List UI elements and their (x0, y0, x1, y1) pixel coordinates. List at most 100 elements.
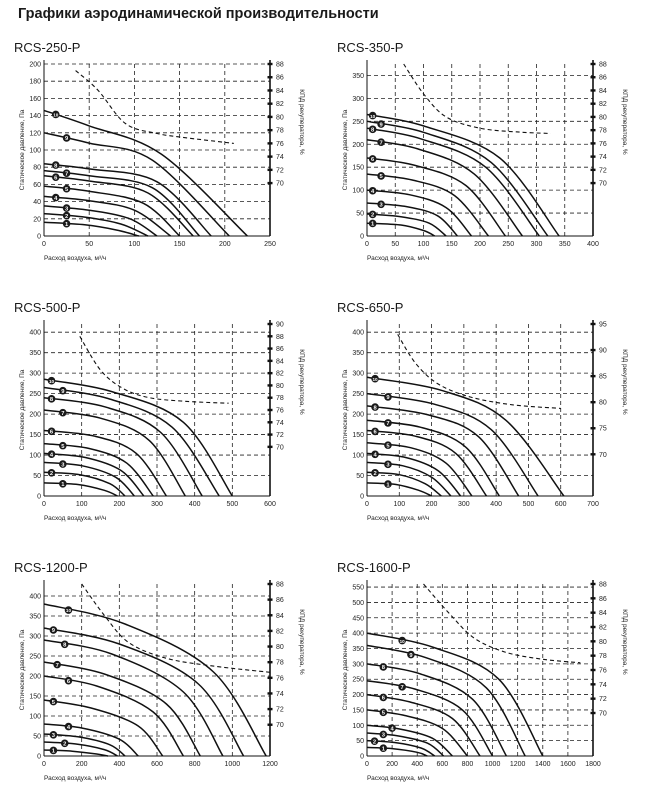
x-tick-label: 1000 (485, 761, 501, 768)
y-tick-label: 250 (352, 119, 364, 126)
y2-tick-label: 80 (276, 644, 284, 651)
curve-marker (368, 111, 377, 120)
x-tick-label: 400 (113, 761, 125, 768)
pressure-curve-1 (43, 221, 140, 237)
x-tick-label: 0 (42, 761, 46, 768)
y-tick-label: 50 (356, 473, 364, 480)
curve-marker (368, 210, 377, 219)
pressure-curve-5 (366, 442, 473, 497)
y-axis-label: Статическое давление, Па (342, 629, 349, 710)
pressure-curve-5 (43, 699, 164, 757)
x-tick-label: 0 (365, 241, 369, 248)
y2-tick-label: 80 (599, 639, 607, 646)
curve-marker-label: 8 (63, 642, 67, 648)
y2-tick-mark (267, 660, 273, 664)
y2-tick-mark (267, 707, 273, 711)
pressure-curve-4 (366, 189, 473, 237)
y-tick-label: 150 (352, 432, 364, 439)
pressure-curve-10 (43, 378, 233, 497)
y2-tick-label: 76 (276, 675, 284, 682)
y2-tick-mark (267, 142, 273, 145)
curve-marker-label: 6 (382, 696, 386, 702)
curve-marker-label: 10 (400, 639, 406, 644)
curve-marker (59, 460, 67, 468)
y2-axis-label: КПД рекуператора, % (621, 609, 628, 675)
pressure-curve-8 (43, 396, 203, 497)
curve-marker-label: 2 (50, 471, 53, 477)
curve-marker (379, 730, 388, 739)
y-tick-label: 450 (352, 615, 364, 622)
pressure-curve-10 (43, 603, 267, 757)
y-tick-label: 300 (29, 634, 41, 641)
chart-rcs-500-p: RCS-500-P 0 100 200 300 400 500 600 0 50 100 150 20… (14, 300, 334, 550)
y2-tick-mark (267, 181, 273, 185)
y2-tick-mark (267, 629, 273, 633)
y2-tick-mark (267, 645, 273, 648)
curve-marker-label: 4 (390, 726, 394, 732)
curve-marker-label: 2 (373, 471, 376, 477)
x-tick-label: 50 (85, 241, 93, 248)
y2-tick-mark (267, 128, 273, 132)
curve-marker-label: 9 (409, 653, 413, 659)
y2-tick-label: 88 (599, 62, 607, 69)
curve-marker (377, 120, 385, 128)
y2-tick-label: 84 (599, 610, 607, 617)
curve-marker-label: 10 (370, 114, 376, 119)
chart-title: RCS-650-P (337, 300, 404, 315)
chart-rcs-350-p: RCS-350-P 0 50 100 150 200 250 300 350 400 0 50 100… (337, 40, 649, 290)
y2-tick-mark (590, 697, 596, 700)
y2-tick-mark (590, 427, 596, 430)
curve-marker (64, 722, 73, 731)
curve-marker (47, 427, 56, 436)
x-tick-label: 0 (42, 501, 46, 508)
x-tick-label: 300 (151, 501, 163, 508)
y-tick-label: 200 (29, 674, 41, 681)
x-tick-label: 400 (189, 501, 201, 508)
curve-marker (371, 427, 379, 436)
y-tick-label: 250 (352, 677, 364, 684)
curve-marker-label: 1 (382, 746, 386, 752)
y2-tick-label: 74 (599, 154, 607, 161)
pressure-curve-2 (43, 471, 126, 497)
y-tick-label: 150 (29, 694, 41, 701)
y2-tick-label: 76 (599, 141, 607, 148)
pressure-curve-8 (43, 639, 224, 757)
y-tick-label: 350 (352, 73, 364, 80)
x-axis-label: Расход воздуха, м³/ч (44, 255, 106, 262)
pressure-curve-9 (366, 120, 549, 237)
x-tick-label: 150 (174, 241, 186, 248)
y2-tick-mark (267, 371, 273, 375)
curve-marker-label: 7 (61, 411, 64, 417)
chart-title: RCS-250-P (14, 40, 81, 55)
pressure-curve-7 (366, 138, 523, 237)
pressure-curve-1 (366, 482, 432, 497)
curve-marker-label: 6 (50, 430, 54, 436)
y-tick-label: 100 (29, 453, 41, 460)
y2-tick-label: 74 (276, 420, 284, 427)
curve-marker (371, 403, 379, 411)
x-tick-label: 200 (219, 241, 231, 248)
y2-tick-label: 75 (599, 426, 607, 433)
pressure-curve-3 (43, 733, 126, 757)
y-tick-label: 300 (352, 661, 364, 668)
x-tick-label: 800 (189, 761, 201, 768)
pressure-curve-2 (366, 471, 442, 497)
y2-tick-label: 80 (276, 114, 284, 121)
y-tick-label: 250 (29, 391, 41, 398)
curve-marker (47, 468, 56, 477)
curve-marker-label: 6 (54, 175, 58, 181)
pressure-curve-9 (43, 627, 245, 757)
pressure-curve-10 (366, 376, 565, 497)
curve-marker-label: 8 (371, 128, 375, 134)
pressure-curve-6 (43, 175, 194, 237)
y-tick-label: 350 (352, 350, 364, 357)
x-tick-label: 250 (502, 241, 514, 248)
y-axis-label: Статическое давление, Па (19, 369, 26, 450)
curve-marker (64, 606, 73, 614)
y2-tick-label: 74 (599, 682, 607, 689)
y2-axis-label: КПД рекуператора, % (621, 349, 628, 415)
curve-marker (62, 134, 71, 142)
curve-marker (384, 393, 392, 401)
y-tick-label: 0 (360, 234, 364, 241)
y2-tick-mark (267, 433, 273, 436)
